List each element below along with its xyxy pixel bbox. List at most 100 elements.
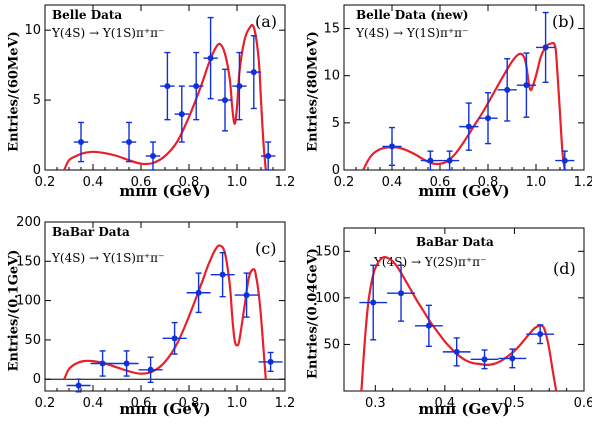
data-marker bbox=[195, 289, 202, 296]
fit-curve bbox=[362, 41, 566, 170]
x-tick-label: 0.4 bbox=[83, 396, 104, 411]
data-marker bbox=[446, 157, 453, 164]
data-marker bbox=[123, 360, 130, 367]
y-axis-label: Entries/(80MeV) bbox=[306, 31, 321, 152]
y-tick-label: 50 bbox=[323, 337, 340, 352]
y-tick-label: 10 bbox=[24, 23, 41, 38]
panel-label: (d) bbox=[553, 259, 576, 278]
data-marker bbox=[219, 271, 226, 278]
plot-frame bbox=[343, 227, 585, 392]
data-point bbox=[203, 16, 218, 100]
data-point bbox=[174, 85, 189, 143]
data-point bbox=[232, 51, 247, 121]
process-label: Υ(4S) → Υ(1S)π⁺π⁻ bbox=[355, 26, 468, 40]
process-label: Υ(4S) → Υ(1S)π⁺π⁻ bbox=[51, 26, 164, 40]
fit-curve bbox=[63, 244, 267, 380]
data-point bbox=[516, 52, 536, 118]
y-tick-label: 0 bbox=[33, 163, 41, 178]
y-tick-label: 100 bbox=[16, 294, 41, 309]
data-point bbox=[162, 321, 187, 355]
data-marker bbox=[427, 157, 434, 164]
x-tick-label: 0.8 bbox=[179, 396, 200, 411]
data-point bbox=[498, 348, 527, 369]
y-axis-label: Entries/(60MeV) bbox=[7, 31, 22, 152]
x-tick-label: 1.2 bbox=[574, 175, 592, 190]
data-marker bbox=[504, 86, 511, 93]
y-tick-label: 100 bbox=[315, 291, 340, 306]
data-marker bbox=[370, 299, 377, 306]
x-tick-label: 0.2 bbox=[35, 175, 56, 190]
data-point bbox=[261, 141, 276, 171]
data-point bbox=[440, 150, 460, 171]
data-marker bbox=[542, 44, 549, 51]
data-point bbox=[442, 337, 471, 367]
data-marker bbox=[481, 356, 488, 363]
x-tick-label: 0.6 bbox=[430, 175, 451, 190]
data-marker bbox=[222, 97, 228, 104]
data-point bbox=[66, 378, 91, 393]
x-tick-label: 0.6 bbox=[131, 175, 152, 190]
x-axis-label: mππ (GeV) bbox=[418, 400, 509, 418]
data-point bbox=[145, 141, 161, 171]
data-point bbox=[90, 350, 115, 377]
data-point bbox=[114, 350, 139, 377]
data-point bbox=[246, 35, 261, 110]
data-marker bbox=[523, 82, 530, 89]
data-marker bbox=[561, 157, 568, 164]
data-marker bbox=[250, 69, 257, 76]
data-marker bbox=[537, 331, 544, 338]
data-point bbox=[189, 51, 204, 121]
y-tick-label: 15 bbox=[323, 22, 340, 37]
x-tick-label: 0.8 bbox=[478, 175, 499, 190]
data-marker bbox=[453, 348, 460, 355]
data-marker bbox=[267, 358, 274, 365]
data-point bbox=[138, 356, 163, 384]
panel-label: (a) bbox=[255, 12, 277, 31]
data-marker bbox=[78, 139, 84, 146]
x-tick-label: 1.0 bbox=[526, 175, 547, 190]
data-marker bbox=[243, 292, 250, 299]
data-point bbox=[555, 150, 575, 171]
data-marker bbox=[171, 335, 178, 342]
x-tick-label: 1.2 bbox=[275, 396, 296, 411]
data-point bbox=[210, 251, 235, 298]
data-point bbox=[382, 126, 402, 166]
process-label: Υ(4S) → Υ(2S)π⁺π⁻ bbox=[373, 255, 486, 269]
data-marker bbox=[398, 290, 405, 297]
fit-curve bbox=[360, 256, 558, 391]
x-tick-label: 1.2 bbox=[275, 175, 296, 190]
y-tick-label: 150 bbox=[16, 254, 41, 269]
data-marker bbox=[425, 322, 432, 329]
data-point bbox=[73, 121, 89, 163]
data-point bbox=[121, 121, 137, 163]
data-marker bbox=[465, 123, 472, 130]
x-axis-label: mππ (GeV) bbox=[119, 400, 210, 418]
y-tick-label: 150 bbox=[315, 244, 340, 259]
x-tick-label: 1.0 bbox=[227, 396, 248, 411]
x-tick-label: 0.4 bbox=[83, 175, 104, 190]
x-tick-label: 0.4 bbox=[435, 396, 456, 411]
data-marker bbox=[150, 153, 156, 160]
data-point bbox=[470, 349, 499, 370]
data-marker bbox=[236, 83, 243, 90]
x-tick-label: 0.4 bbox=[382, 175, 403, 190]
data-point bbox=[160, 51, 175, 121]
data-point bbox=[258, 351, 283, 373]
data-marker bbox=[485, 115, 491, 122]
data-marker bbox=[193, 83, 200, 90]
panel-label: (c) bbox=[255, 239, 276, 258]
data-title: Belle Data bbox=[52, 8, 122, 22]
data-title: BaBar Data bbox=[52, 225, 130, 239]
y-axis-label: Entries/(0.1GeV) bbox=[7, 250, 22, 372]
data-point bbox=[359, 264, 388, 341]
x-tick-label: 1.0 bbox=[227, 175, 248, 190]
data-marker bbox=[164, 83, 171, 90]
data-point bbox=[526, 324, 555, 345]
x-tick-label: 0.6 bbox=[131, 396, 152, 411]
data-point bbox=[186, 272, 211, 314]
data-point bbox=[387, 264, 415, 322]
x-tick-label: 0.8 bbox=[179, 175, 200, 190]
